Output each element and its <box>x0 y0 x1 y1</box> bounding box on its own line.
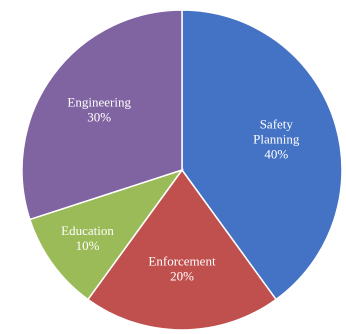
slice-name-label: Engineering <box>67 94 131 109</box>
slice-percent-label: 40% <box>264 146 288 161</box>
pie-labels: Safety Planning 40% Enforcement 20% Education… <box>61 94 300 283</box>
slice-percent-label: 10% <box>76 238 100 253</box>
slice-name-label: Planning <box>253 131 300 146</box>
slice-name-label: Education <box>61 223 114 238</box>
pie-label-engineering: Engineering 30% <box>67 94 131 124</box>
slice-name-label: Safety <box>260 116 294 131</box>
pie-label-enforcement: Enforcement 20% <box>148 254 216 284</box>
slice-percent-label: 30% <box>87 109 111 124</box>
pie-slice-safety-planning <box>181 9 343 301</box>
slice-percent-label: 20% <box>170 269 194 284</box>
pie-label-education: Education 10% <box>61 223 114 253</box>
pie-slice-education <box>28 168 184 301</box>
pie-slices <box>21 9 343 331</box>
pie-slice-enforcement <box>86 168 278 331</box>
slice-name-label: Enforcement <box>148 254 216 269</box>
pie-label-safety-planning: Safety Planning 40% <box>253 116 300 161</box>
pie-slice-engineering <box>21 9 183 221</box>
